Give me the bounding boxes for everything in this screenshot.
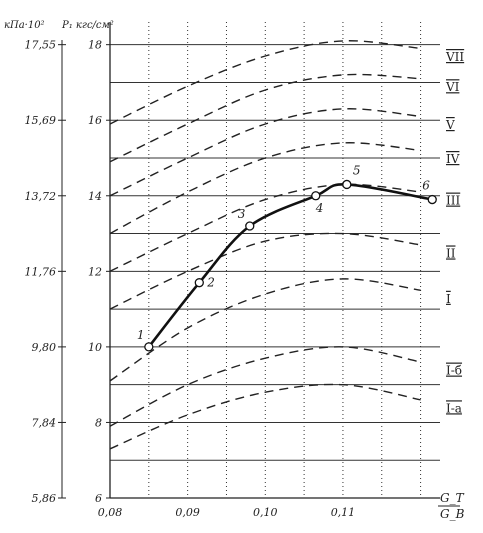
axes [61,22,440,499]
dashed-curve-II [109,232,421,310]
point-label: 5 [353,163,361,177]
curve-label: III [446,194,460,208]
axis-unit-labels: кПа·10² P₁ кгс/см² G_T G_B [4,20,465,521]
measured-point [194,278,204,288]
dashed-curve-I-б [109,346,421,427]
x-tick-label: 0,11 [331,506,356,519]
y-tick-label: 18 [88,39,102,52]
y-tick-label-kpa: 17,55 [25,39,57,52]
curve-label: I-а [446,401,462,415]
curve-label: I-б [446,364,462,378]
y-tick-label-kpa: 5,86 [32,492,57,505]
x-tick-label: 0,09 [175,506,200,519]
x-tick-label: 0,08 [98,506,123,519]
dashed-curve-IV [109,142,421,235]
y-tick-label: 10 [88,341,102,354]
curve-label: VII [445,50,464,64]
point-label: 4 [315,201,324,215]
y-tick-label-kpa: 15,69 [25,114,57,127]
curve-label: VI [445,80,460,94]
x-axis-label-top: G_T [440,491,465,505]
dashed-curve-I-а [109,383,421,450]
measured-point [311,191,321,201]
measured-point [342,179,352,190]
y-tick-label-kpa: 11,76 [25,265,57,278]
x-axis-label-bottom: G_B [440,507,465,521]
y-tick-label-kpa: 9,80 [32,341,57,354]
grid [109,22,440,498]
solid-curve: 1 2 3 4 5 6 [137,163,437,352]
y-tick-label: 12 [88,265,102,278]
measured-point [427,194,437,205]
dashed-curve-III [109,183,421,272]
y-tick-label: 8 [95,416,102,429]
curve-label: I [446,292,451,306]
dashed-curve-V [109,108,421,197]
measured-point [144,342,154,352]
y-tick-label: 14 [88,190,102,203]
point-label: 6 [422,179,430,193]
y-tick-label-kpa: 13,72 [25,190,57,203]
curve-label: II [446,246,456,260]
point-label: 2 [206,276,215,290]
point-label: 3 [238,207,246,221]
y-tick-label: 6 [95,492,102,505]
dashed-curve-VII [109,40,421,125]
tick-labels: 6810121416185,867,849,8011,7613,7215,691… [25,39,356,519]
point-label: 1 [137,328,145,342]
curve-label: V [445,118,455,132]
measured-curve [147,183,433,348]
y-tick-label: 16 [88,114,102,127]
right-axis-unit: P₁ кгс/см² [61,20,114,31]
left-axis-unit: кПа·10² [4,20,45,31]
x-tick-label: 0,10 [253,506,278,519]
measured-point [245,221,255,231]
curve-label: IV [446,152,460,166]
y-tick-label-kpa: 7,84 [32,416,57,429]
dashed-curve-VI [109,73,421,163]
